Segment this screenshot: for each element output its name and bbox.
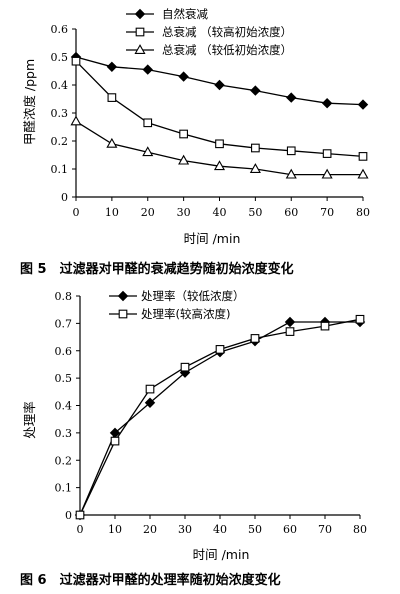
data-point (250, 85, 261, 96)
y-tick-label: 0 (61, 191, 68, 204)
legend-label: 处理率(较高浓度) (141, 307, 230, 321)
x-axis-label: 时间 /min (184, 231, 241, 246)
x-tick-label: 40 (213, 206, 227, 219)
data-point (145, 384, 155, 394)
y-tick-label: 0.6 (55, 345, 73, 358)
data-point (178, 154, 190, 165)
data-point (214, 79, 225, 91)
legend-entry: 总衰减 （较高初始浓度） (126, 25, 292, 39)
legend-entry: 总衰减 （较低初始浓度） (126, 43, 292, 57)
legend-label: 总衰减 （较低初始浓度） (162, 43, 292, 57)
data-point (180, 362, 190, 372)
y-tick-label: 0.7 (55, 317, 73, 330)
data-point (106, 61, 118, 73)
data-point (107, 93, 117, 102)
data-point (70, 115, 82, 126)
x-tick-label: 10 (108, 523, 122, 536)
y-tick-label: 0.5 (51, 51, 69, 64)
x-tick-label: 70 (318, 523, 332, 536)
data-point (250, 334, 260, 343)
data-point (178, 71, 189, 82)
x-tick-label: 70 (320, 206, 334, 219)
data-point (142, 146, 154, 157)
x-tick-label: 0 (77, 523, 84, 536)
data-point (110, 436, 120, 446)
x-tick-label: 0 (73, 206, 80, 219)
data-point (357, 99, 369, 110)
legend-label: 处理率（较低浓度） (141, 289, 245, 303)
y-tick-label: 0.6 (51, 23, 69, 36)
legend-entry: 自然衰减 (126, 7, 208, 21)
data-point (251, 143, 260, 153)
y-tick-label: 0.3 (51, 107, 69, 120)
y-tick-label: 0.4 (55, 400, 73, 413)
x-tick-label: 50 (248, 206, 262, 219)
data-point (321, 97, 333, 109)
y-tick-label: 0.2 (51, 135, 69, 148)
y-axis-label: 处理率 (22, 401, 37, 439)
data-point (321, 168, 333, 179)
x-tick-label: 60 (283, 523, 297, 536)
y-tick-label: 0 (65, 509, 72, 522)
data-point (75, 510, 85, 520)
chart-2: 0 0.1 0.2 0.3 0.4 0.5 0.6 0.7 0.8 0 10 20 30 40 50 60 70… (20, 289, 367, 588)
legend-marker (135, 27, 145, 37)
legend-label: 总衰减 （较高初始浓度） (162, 25, 292, 39)
legend-marker (134, 8, 146, 20)
data-point (215, 139, 224, 149)
legend-marker (134, 44, 146, 54)
data-point (106, 137, 118, 148)
data-point (357, 168, 369, 179)
y-tick-label: 0.5 (55, 372, 73, 385)
data-point (215, 345, 225, 354)
data-point (286, 92, 297, 103)
data-point (320, 321, 330, 331)
y-tick-label: 0.2 (55, 454, 73, 467)
data-point (249, 163, 261, 173)
series-3 (70, 115, 369, 179)
series-2 (71, 56, 368, 161)
x-axis-label: 时间 /min (193, 547, 250, 562)
legend-marker (118, 309, 128, 319)
data-point (71, 56, 81, 66)
x-tick-label: 40 (213, 523, 227, 536)
data-point (213, 160, 226, 171)
figure-caption: 图 6 过滤器对甲醛的处理率随初始浓度变化 (20, 572, 281, 588)
x-tick-label: 20 (141, 206, 155, 219)
legend-entry: 处理率(较高浓度) (109, 307, 230, 321)
figure-caption: 图 5 过滤器对甲醛的衰减趋势随初始浓度变化 (20, 261, 294, 277)
y-axis-label: 甲醛浓度 /ppm (22, 59, 37, 145)
x-tick-label: 50 (248, 523, 262, 536)
x-tick-label: 20 (143, 523, 157, 536)
data-point (285, 168, 297, 179)
data-point (358, 152, 368, 161)
x-tick-label: 80 (353, 523, 367, 536)
data-point (285, 327, 295, 336)
series-2 (75, 314, 365, 520)
y-tick-label: 0.8 (55, 290, 73, 303)
chart-1: 0 0.1 0.2 0.3 0.4 0.5 0.6 0 10 20 30 40 50 60 70 80 时间 /… (20, 7, 370, 277)
x-tick-label: 30 (178, 523, 192, 536)
y-tick-label: 0.3 (55, 427, 73, 440)
x-tick-label: 80 (356, 206, 370, 219)
legend-entry: 处理率（较低浓度） (109, 289, 245, 303)
data-point (144, 397, 156, 408)
x-tick-label: 10 (105, 206, 119, 219)
series-1 (70, 51, 369, 110)
legend-label: 自然衰减 (162, 7, 208, 21)
data-point (322, 149, 332, 158)
y-tick-label: 0.1 (55, 482, 73, 495)
y-tick-label: 0.1 (51, 163, 69, 176)
data-point (284, 316, 296, 328)
y-tick-label: 0.4 (51, 79, 69, 92)
x-tick-label: 60 (284, 206, 298, 219)
data-point (286, 146, 296, 156)
x-tick-label: 30 (177, 206, 191, 219)
data-point (355, 314, 365, 324)
data-point (143, 118, 153, 128)
legend-marker (117, 290, 129, 302)
data-point (142, 64, 153, 75)
data-point (179, 129, 188, 139)
